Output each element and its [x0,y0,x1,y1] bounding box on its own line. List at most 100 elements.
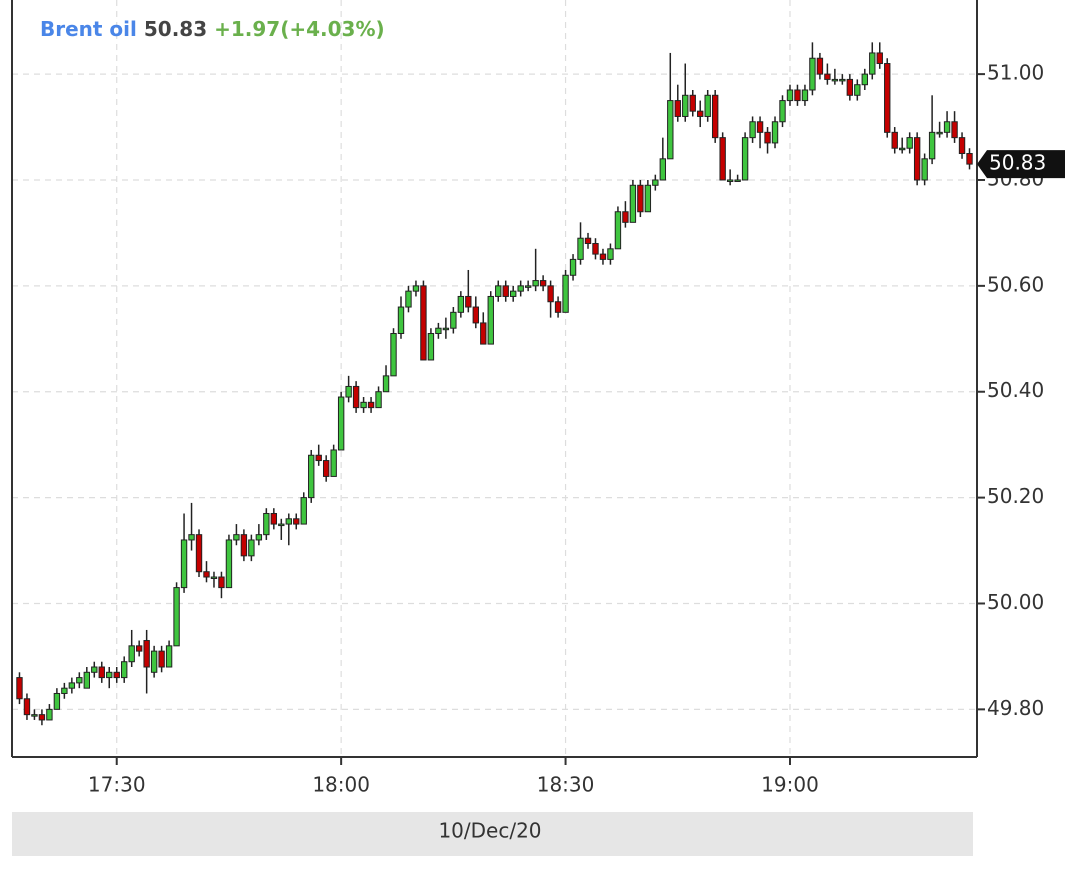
candle-body [322,460,330,477]
candle-body [128,645,135,663]
candle-body [876,52,883,65]
candle-body [143,640,150,668]
candle-body [68,682,76,689]
candle-body [31,714,38,717]
candle-body [943,121,951,133]
candle-body [487,295,494,345]
candle-body [412,285,420,292]
candle-body [502,285,509,297]
candle-body [61,687,68,694]
candle-body [405,290,412,308]
candle-body [46,708,53,721]
candle-body [547,285,554,303]
candle-body [210,576,218,580]
candle-body [779,100,786,123]
candle-body [749,121,756,139]
candle-body [76,677,83,684]
candle-body [861,73,868,86]
candle-body [285,518,292,525]
candle-body [510,290,517,297]
candle-body [622,211,629,223]
y-tick-label: 51.00 [987,61,1044,85]
candle-body [614,211,622,250]
candle-body [951,121,958,139]
candle-body [569,258,577,276]
candle-body [577,237,584,260]
candle-body [899,147,906,151]
candle-body [771,121,779,144]
x-tick-label: 17:30 [88,773,146,797]
candle-body [854,84,861,96]
date-label: 10/Dec/20 [438,819,541,843]
x-tick-label: 19:00 [761,773,819,797]
candle-body [218,576,225,589]
candle-body [435,327,442,335]
candle-body [667,100,674,160]
candle-body [562,274,569,313]
candle-body [23,698,31,716]
candle-body [427,333,435,361]
candle-body [188,534,195,541]
candle-body [816,57,824,75]
candle-body [884,63,891,133]
candle-body [472,306,479,324]
x-tick-label: 18:00 [312,773,370,797]
candle-body [121,661,128,679]
candle-body [98,666,105,679]
instrument-name: Brent oil [40,17,137,41]
candle-body [958,137,966,155]
candle-body [554,301,562,313]
candle-body [756,121,764,133]
grid [12,0,977,757]
header: Brent oil 50.83 +1.97(+4.03%) [40,17,385,41]
candle-body [637,184,644,213]
candle-body [113,671,120,679]
candle-body [734,179,741,182]
candle-body [330,449,337,477]
candle-body [465,295,472,308]
candle-body [308,454,315,499]
x-tick-label: 18:30 [537,773,595,797]
candle-body [150,650,158,673]
candle-body [921,158,928,181]
candle-body [599,253,607,260]
candles [16,42,973,726]
candle-body [682,94,689,117]
candle-body [16,677,23,700]
candle-body [233,534,240,541]
candle-body [457,295,465,313]
candle-body [442,327,450,331]
candle-body [337,396,345,451]
candle-body [869,52,876,75]
y-tick-label: 50.40 [987,378,1044,402]
candle-body [689,94,696,112]
candle-body [809,57,816,91]
candle-body [450,311,457,329]
candle-body [382,375,390,393]
candle-body [794,89,801,102]
candle-body [263,512,270,536]
candle-body [824,73,831,80]
candle-body [524,285,532,288]
candle-body [711,94,719,139]
candle-body [532,280,539,287]
y-tick-label: 50.20 [987,484,1044,508]
candle-body [375,391,382,409]
candle-body [966,153,973,165]
candle-body [584,237,592,245]
candle-body [420,285,427,361]
axes: 49.8050.0050.2050.4050.6050.8051.0017:30… [88,61,1065,797]
candle-body [390,333,397,377]
candle-body [240,534,248,557]
candle-body [360,401,367,409]
candle-body [764,131,771,144]
candle-body [270,512,278,525]
candle-body [539,280,547,287]
candle-body [786,89,794,102]
candle-body [704,94,711,117]
candle-body [180,539,188,589]
candle-body [928,131,936,160]
candle-body [801,89,809,102]
candle-body [106,671,113,679]
candle-body [397,306,405,335]
